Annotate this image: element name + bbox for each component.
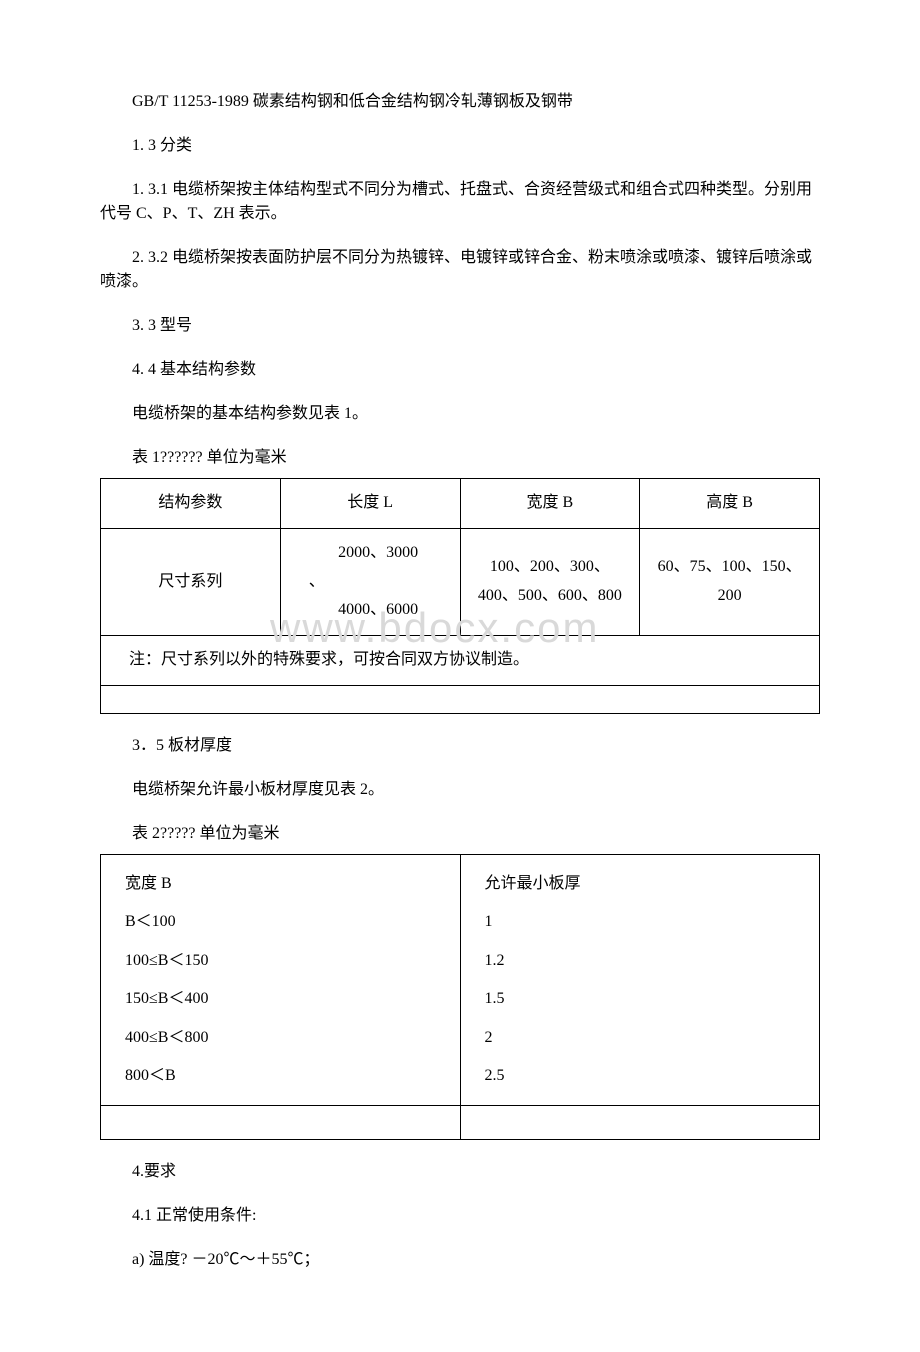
t1-c2b: 、 [309, 568, 448, 597]
table1: 结构参数 长度 L 宽度 B 高度 B 尺寸系列 2000、3000 、 400… [100, 478, 820, 714]
table2-caption: 表 2????? 单位为毫米 [100, 822, 820, 846]
t2-col2-r4: 2.5 [485, 1057, 796, 1095]
paragraph-gbt: GB/T 11253-1989 碳素结构钢和低合金结构钢冷轧薄钢板及钢带 [100, 90, 820, 114]
table-row [101, 1106, 820, 1140]
table1-h3: 宽度 B [460, 479, 640, 529]
table1-h1: 结构参数 [101, 479, 281, 529]
t1-c2c: 4000、6000 [309, 596, 448, 625]
t2-col2-r1: 1.2 [485, 942, 796, 980]
t2-col2-r3: 2 [485, 1019, 796, 1057]
table2: 宽度 B B＜100 100≤B＜150 150≤B＜400 400≤B＜800… [100, 854, 820, 1140]
t2-col2-r2: 1.5 [485, 980, 796, 1018]
t1-c2a: 2000、3000 [309, 539, 448, 568]
paragraph-4-req: 4.要求 [100, 1160, 820, 1184]
table1-note: 注：尺寸系列以外的特殊要求，可按合同双方协议制造。 [101, 636, 820, 686]
paragraph-1-3: 1. 3 分类 [100, 134, 820, 158]
t2-col1-r1: 100≤B＜150 [125, 942, 436, 980]
t2-col2-r0: 1 [485, 903, 796, 941]
t2-col1-r3: 400≤B＜800 [125, 1019, 436, 1057]
paragraph-a-temp: a) 温度? －20℃～＋55℃； [100, 1248, 820, 1272]
table1-r1c4: 60、75、100、150、200 [640, 528, 820, 635]
t2-empty2 [460, 1106, 820, 1140]
paragraph-table1-intro: 电缆桥架的基本结构参数见表 1。 [100, 402, 820, 426]
table-row: 尺寸系列 2000、3000 、 4000、6000 100、200、300、4… [101, 528, 820, 635]
paragraph-3-3: 3. 3 型号 [100, 314, 820, 338]
paragraph-4-1: 4.1 正常使用条件: [100, 1204, 820, 1228]
paragraph-table2-intro: 电缆桥架允许最小板材厚度见表 2。 [100, 778, 820, 802]
paragraph-4-4: 4. 4 基本结构参数 [100, 358, 820, 382]
table1-r1c3: 100、200、300、400、500、600、800 [460, 528, 640, 635]
table1-r1c1: 尺寸系列 [101, 528, 281, 635]
table2-col2: 允许最小板厚 1 1.2 1.5 2 2.5 [460, 854, 820, 1105]
table1-h4: 高度 B [640, 479, 820, 529]
table-row: 宽度 B B＜100 100≤B＜150 150≤B＜400 400≤B＜800… [101, 854, 820, 1105]
t2-col1-r0: B＜100 [125, 903, 436, 941]
t2-empty1 [101, 1106, 461, 1140]
table2-col1: 宽度 B B＜100 100≤B＜150 150≤B＜400 400≤B＜800… [101, 854, 461, 1105]
t2-col1-r2: 150≤B＜400 [125, 980, 436, 1018]
t2-col1-header: 宽度 B [125, 865, 436, 903]
table1-r1c2: 2000、3000 、 4000、6000 [280, 528, 460, 635]
table1-empty [101, 685, 820, 713]
paragraph-1-3-1: 1. 3.1 电缆桥架按主体结构型式不同分为槽式、托盘式、合资经营级式和组合式四… [100, 178, 820, 226]
t2-col1-r4: 800＜B [125, 1057, 436, 1095]
paragraph-2-3-2: 2. 3.2 电缆桥架按表面防护层不同分为热镀锌、电镀锌或锌合金、粉末喷涂或喷漆… [100, 246, 820, 294]
table-row [101, 685, 820, 713]
paragraph-3-5: 3．5 板材厚度 [100, 734, 820, 758]
table1-h2: 长度 L [280, 479, 460, 529]
table-row: 注：尺寸系列以外的特殊要求，可按合同双方协议制造。 [101, 636, 820, 686]
t2-col2-header: 允许最小板厚 [485, 865, 796, 903]
table-row: 结构参数 长度 L 宽度 B 高度 B [101, 479, 820, 529]
table1-caption: 表 1?????? 单位为毫米 [100, 446, 820, 470]
